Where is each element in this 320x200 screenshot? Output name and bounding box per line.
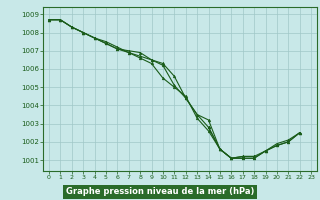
Text: Graphe pression niveau de la mer (hPa): Graphe pression niveau de la mer (hPa) [66, 187, 254, 196]
